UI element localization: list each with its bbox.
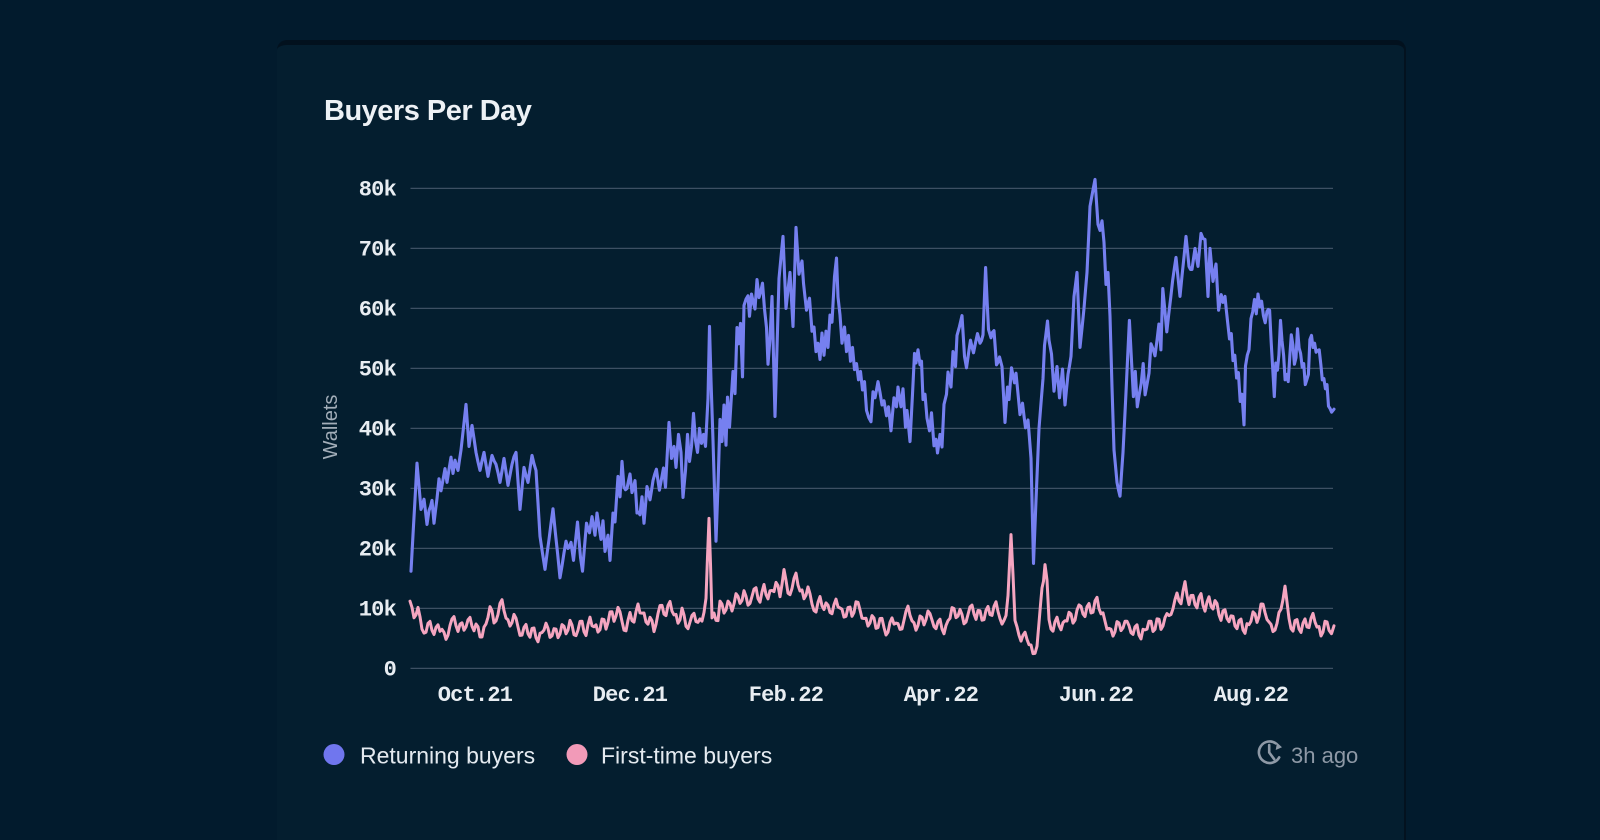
svg-text:40k: 40k — [359, 417, 397, 442]
svg-text:3h ago: 3h ago — [1291, 743, 1358, 768]
svg-text:Dec.21: Dec.21 — [593, 683, 668, 708]
svg-text:30k: 30k — [359, 477, 397, 502]
svg-text:Aug.22: Aug.22 — [1214, 683, 1288, 708]
svg-text:50k: 50k — [359, 357, 397, 382]
svg-text:80k: 80k — [359, 177, 397, 202]
svg-text:70k: 70k — [359, 237, 397, 262]
svg-text:Feb.22: Feb.22 — [749, 683, 823, 708]
svg-text:First-time buyers: First-time buyers — [601, 743, 772, 769]
svg-text:Apr.22: Apr.22 — [904, 683, 978, 708]
svg-text:60k: 60k — [359, 297, 397, 322]
svg-text:Oct.21: Oct.21 — [438, 683, 513, 708]
svg-text:Returning buyers: Returning buyers — [360, 743, 535, 769]
svg-text:Jun.22: Jun.22 — [1059, 683, 1133, 708]
svg-text:20k: 20k — [359, 537, 397, 562]
svg-text:0: 0 — [384, 657, 396, 682]
svg-text:10k: 10k — [359, 597, 397, 622]
svg-text:Wallets: Wallets — [320, 395, 342, 460]
svg-text:Buyers Per Day: Buyers Per Day — [324, 95, 532, 127]
